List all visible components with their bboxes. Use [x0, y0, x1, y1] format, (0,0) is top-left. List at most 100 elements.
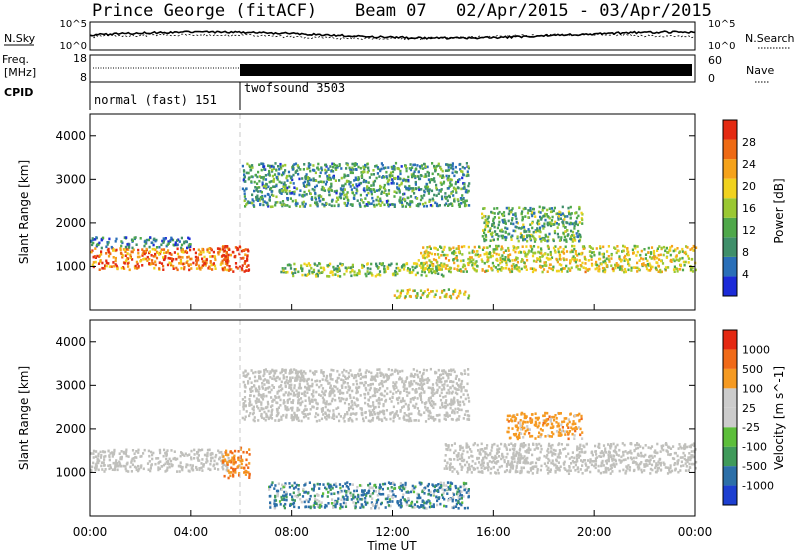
velocity-cell [108, 467, 111, 471]
velocity-cell [96, 457, 99, 461]
velocity-cell [262, 374, 265, 378]
power-cell [670, 244, 674, 248]
power-cell [387, 204, 390, 208]
power-cell [413, 170, 416, 173]
velocity-cell [401, 406, 404, 409]
velocity-cell [286, 408, 289, 412]
velocity-cell [512, 451, 515, 455]
velocity-cell [274, 369, 277, 373]
power-cell [483, 237, 486, 241]
power-cell [159, 250, 162, 253]
power-cell [393, 168, 396, 171]
power-cell [275, 184, 278, 188]
velocity-cell [546, 453, 549, 457]
power-cell [565, 264, 568, 268]
power-cell [450, 192, 453, 195]
power-cell [544, 264, 547, 267]
velocity-cell [283, 376, 286, 379]
power-cell [500, 248, 503, 251]
power-cell [427, 266, 431, 270]
velocity-cell [604, 459, 607, 463]
power-cell [213, 255, 216, 258]
power-cell [238, 245, 241, 248]
power-cell [415, 187, 418, 191]
velocity-cell [447, 372, 451, 376]
velocity-cell [166, 466, 169, 470]
power-cell [526, 252, 529, 256]
velocity-cell [260, 401, 263, 404]
power-cell [256, 175, 259, 179]
velocity-cell [101, 468, 104, 471]
power-cell [522, 238, 525, 242]
power-cell [221, 267, 224, 271]
power-cell [483, 228, 487, 231]
velocity-cell [248, 377, 251, 380]
velocity-cell [667, 445, 670, 449]
power-cell [150, 254, 153, 257]
velocity-cell [133, 459, 136, 463]
power-cell [363, 170, 366, 174]
velocity-cell [491, 443, 494, 447]
power-cell [410, 200, 413, 203]
power-cell [138, 255, 141, 259]
power-cell [287, 170, 291, 174]
velocity-cell [330, 399, 334, 403]
power-cell [302, 168, 305, 171]
power-cell [624, 258, 628, 261]
velocity-cell [355, 397, 358, 400]
power-cell [335, 168, 338, 171]
velocity-cell [191, 464, 194, 467]
power-cell [502, 251, 505, 254]
power-cell [172, 264, 175, 268]
power-cell [428, 264, 432, 267]
power-cell [367, 166, 370, 170]
velocity-cell [245, 458, 248, 462]
power-cell [432, 178, 435, 181]
velocity-cell [624, 471, 627, 475]
power-cell [204, 264, 207, 267]
power-cell [244, 180, 247, 183]
velocity-cell [682, 451, 685, 455]
power-cell [452, 290, 455, 293]
power-cell [395, 266, 398, 270]
velocity-cell [574, 463, 577, 467]
power-cell [300, 264, 303, 267]
velocity-cell [317, 413, 320, 417]
power-cell [502, 211, 506, 214]
power-cell [461, 176, 464, 180]
velocity-cell [234, 471, 237, 474]
colorbar-swatch [723, 139, 737, 160]
power-cell [566, 270, 569, 273]
velocity-cell [389, 412, 392, 416]
power-cell [546, 221, 549, 225]
power-cell [401, 289, 405, 293]
power-cell [400, 201, 403, 204]
velocity-cell [318, 379, 321, 383]
power-cell [504, 256, 507, 259]
power-cell [165, 251, 168, 254]
velocity-cell [443, 405, 446, 408]
velocity-cell [176, 470, 179, 473]
velocity-cell [249, 400, 252, 403]
power-cell [527, 249, 531, 253]
power-band-1 [90, 236, 192, 250]
power-cell [446, 163, 450, 167]
power-cell [497, 263, 500, 267]
power-cell [468, 256, 472, 259]
velocity-cell [414, 373, 417, 376]
velocity-cell [140, 454, 143, 458]
velocity-cell [443, 383, 446, 386]
power-cell [309, 264, 312, 267]
power-cell [279, 165, 282, 169]
velocity-cell [523, 459, 526, 462]
velocity-cell [429, 386, 432, 390]
power-cell [552, 246, 556, 250]
velocity-cell [527, 451, 530, 454]
velocity-cell [109, 464, 112, 467]
power-cell [382, 175, 386, 179]
velocity-cell [355, 388, 358, 392]
power-cell [593, 253, 596, 257]
power-cell [122, 248, 125, 251]
power-cell [620, 259, 623, 263]
velocity-cell [594, 466, 597, 470]
